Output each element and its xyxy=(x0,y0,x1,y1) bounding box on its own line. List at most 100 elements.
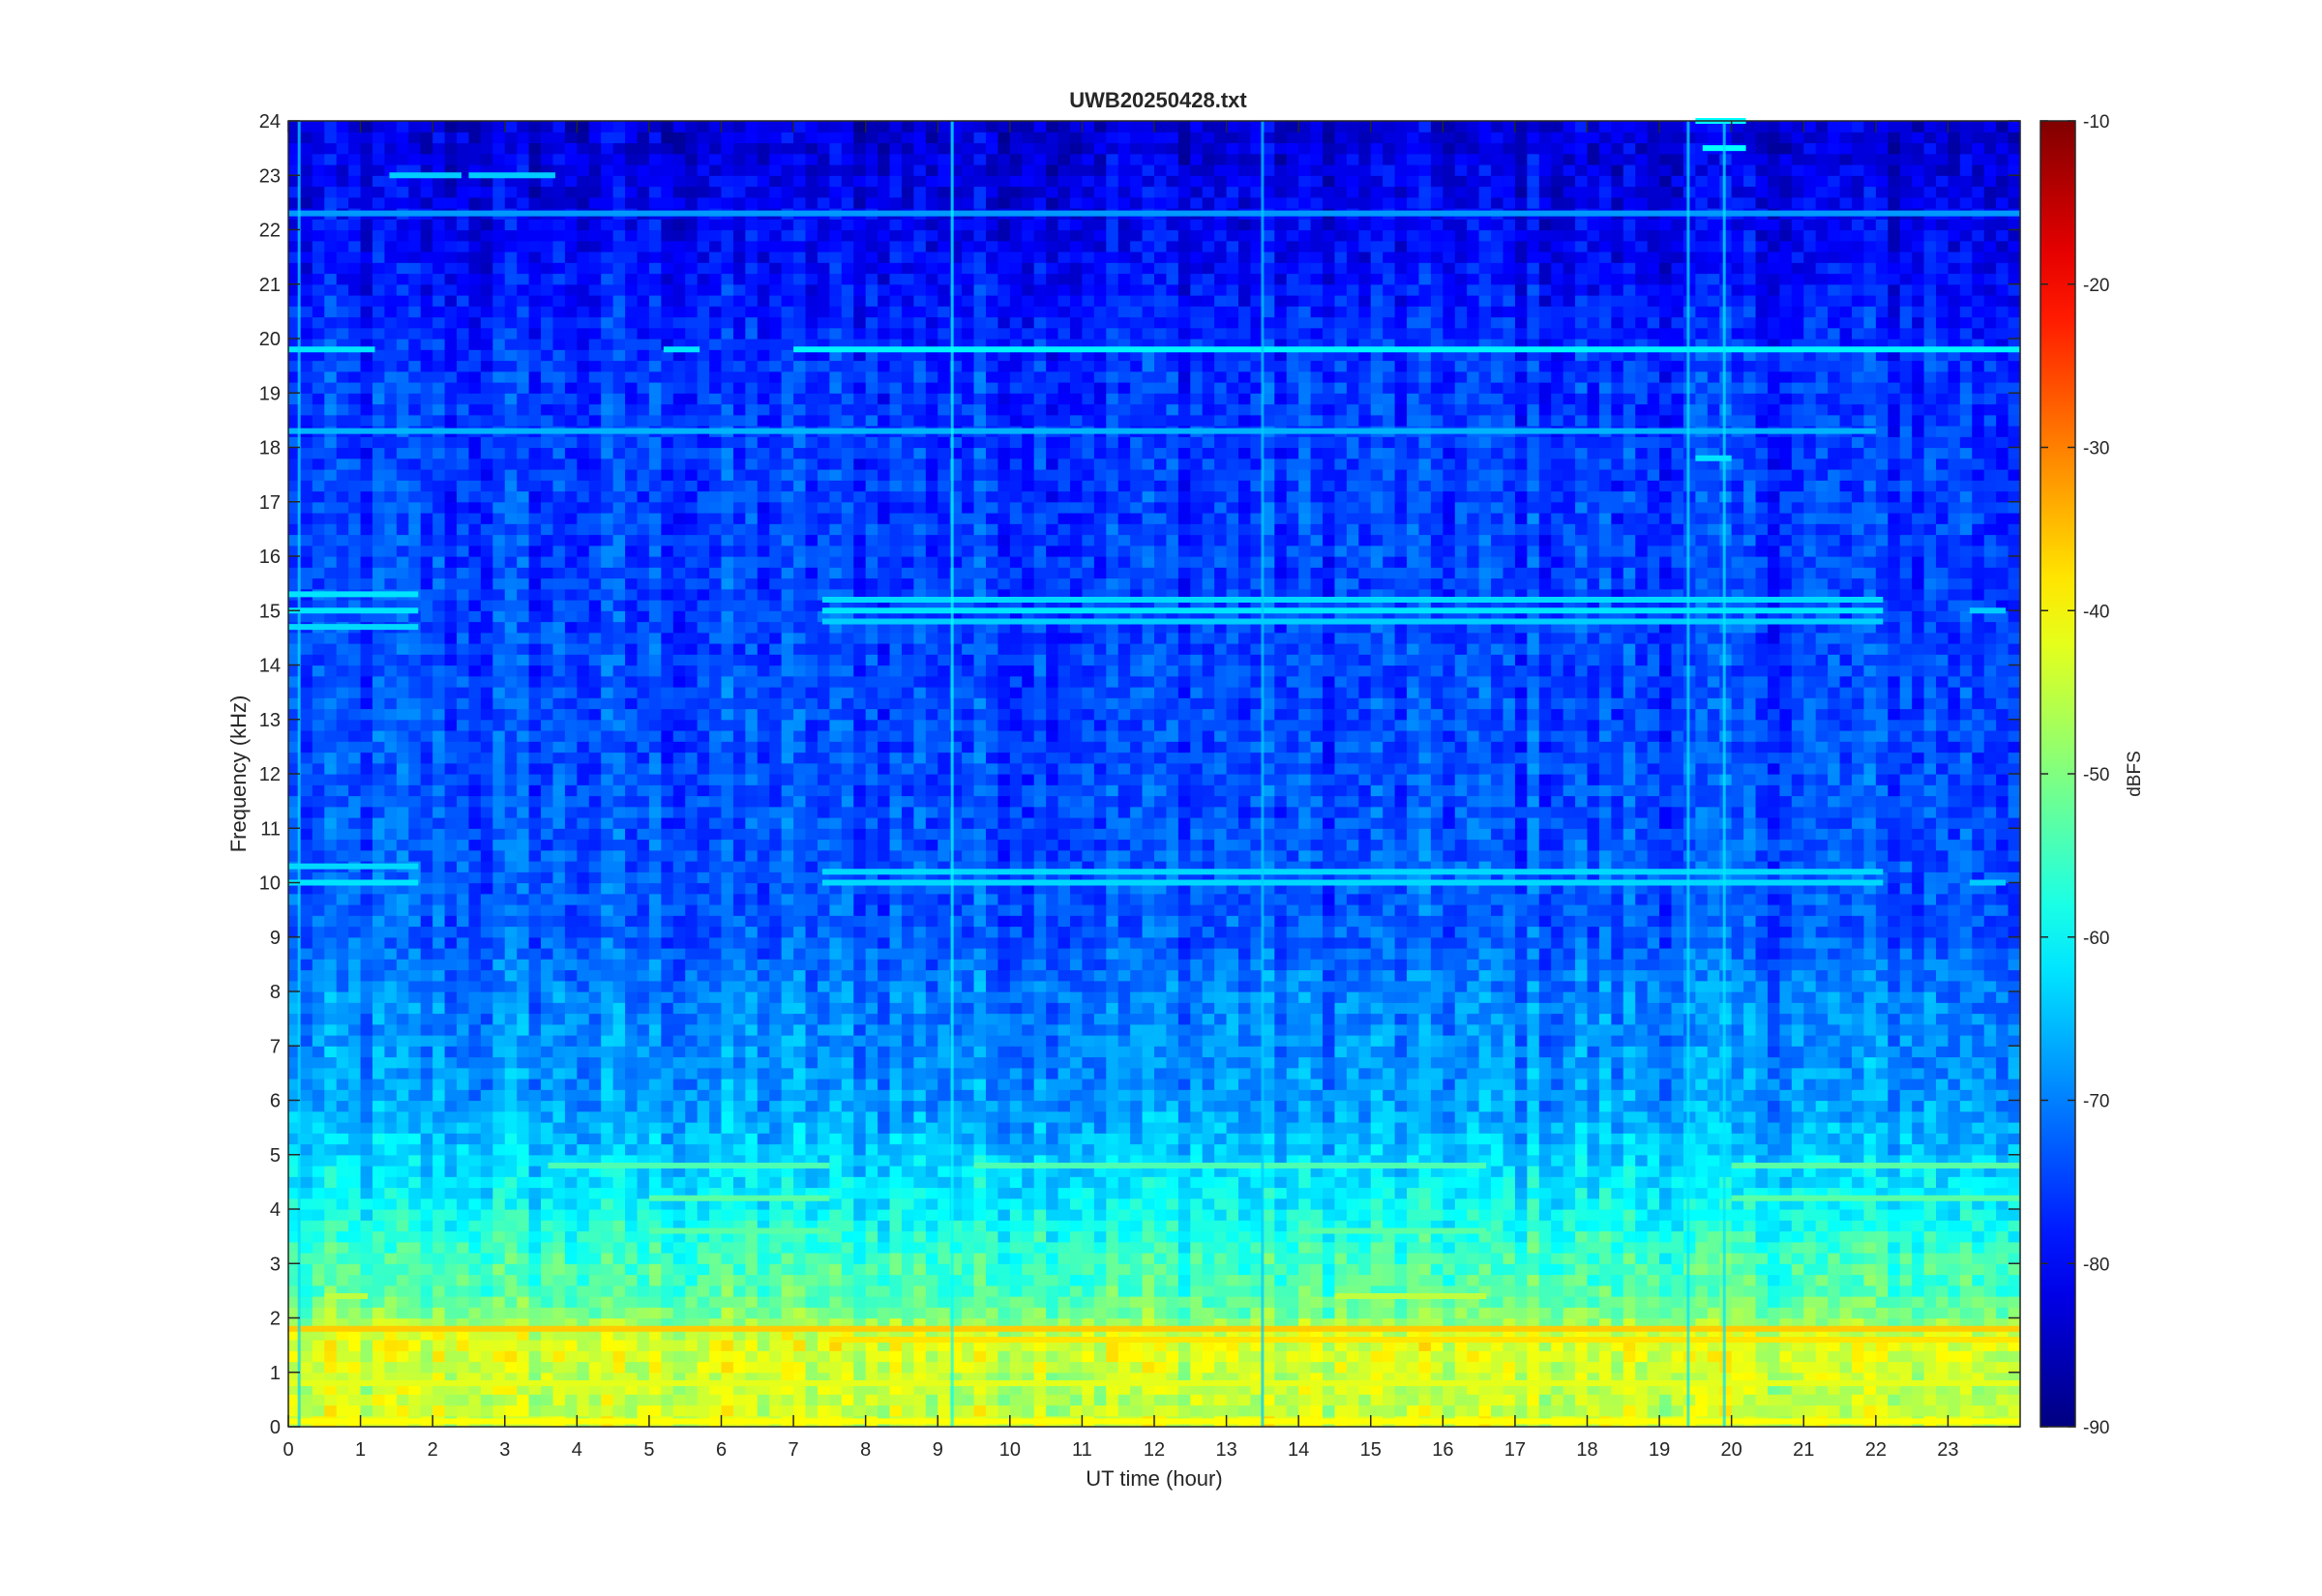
spectrogram-cell xyxy=(1226,1056,1239,1069)
spectrogram-cell xyxy=(577,1110,590,1123)
spectrogram-cell xyxy=(1682,1263,1696,1276)
spectrogram-cell xyxy=(1611,1187,1624,1199)
spectrogram-cell xyxy=(1418,1340,1432,1351)
spectrogram-cell xyxy=(1659,1197,1673,1210)
spectrogram-cell xyxy=(288,1350,302,1363)
spectrogram-cell xyxy=(672,1253,686,1264)
spectrogram-cell xyxy=(300,1187,313,1199)
spectrogram-cell xyxy=(288,1187,302,1199)
spectrogram-cell xyxy=(312,1100,325,1112)
spectrogram-cell xyxy=(1069,1209,1084,1221)
spectrogram-cell xyxy=(432,1372,446,1384)
spectrogram-cell xyxy=(1177,1383,1191,1395)
spectrogram-cell xyxy=(962,1350,975,1363)
spectrogram-cell xyxy=(1190,1404,1204,1417)
spectrogram-cell xyxy=(1323,1197,1336,1210)
spectrogram-cell xyxy=(962,1209,975,1221)
spectrogram-cell xyxy=(1527,1176,1540,1189)
spectrogram-cell xyxy=(1286,1361,1299,1374)
spectrogram-cell xyxy=(1659,1317,1673,1330)
spectrogram-cell xyxy=(457,1317,470,1330)
spectrogram-cell xyxy=(1671,1154,1684,1167)
spectrogram-cell xyxy=(878,1197,891,1210)
spectrogram-cell xyxy=(1527,1361,1540,1374)
spectrogram-cell xyxy=(1226,1285,1239,1297)
spectrogram-cell xyxy=(541,1350,554,1363)
spectrogram-cell xyxy=(1454,1372,1468,1384)
spectrogram-cell xyxy=(312,1166,325,1177)
spectrogram-cell xyxy=(288,1089,302,1102)
spectrogram-cell xyxy=(1069,1187,1084,1199)
spectrogram-cell xyxy=(2008,1241,2021,1254)
spectrogram-cell xyxy=(1238,1274,1252,1286)
spectrogram-cell xyxy=(348,1317,362,1330)
spectrogram-cell xyxy=(1202,1263,1215,1276)
spectrogram-cell xyxy=(865,1241,878,1254)
spectrogram-cell xyxy=(1310,1079,1324,1090)
spectrogram-cell xyxy=(1912,1241,1925,1254)
spectrogram-cell xyxy=(672,1143,686,1156)
spectrogram-cell xyxy=(997,1089,1011,1102)
spectrogram-cell xyxy=(1538,1307,1552,1319)
spectrogram-cell xyxy=(997,1317,1011,1330)
spectrogram-cell xyxy=(1443,1263,1456,1276)
spectrogram-cell xyxy=(925,1285,938,1297)
spectrogram-cell xyxy=(300,1394,313,1406)
spectrogram-cell xyxy=(552,1209,566,1221)
spectrogram-cell xyxy=(396,1110,409,1123)
spectrogram-cell xyxy=(1948,1317,1961,1330)
spectrogram-cell xyxy=(1430,1176,1444,1189)
spectrogram-cell xyxy=(1154,1361,1168,1374)
spectrogram-cell xyxy=(1467,1067,1480,1079)
spectrogram-cell xyxy=(1659,1100,1673,1112)
spectrogram-cell xyxy=(432,1220,446,1232)
spectrogram-cell xyxy=(732,1166,746,1177)
spectrogram-cell xyxy=(997,1122,1011,1134)
spectrogram-cell xyxy=(625,1197,639,1210)
spectrogram-cell xyxy=(1912,1056,1925,1069)
spectrogram-cell xyxy=(1117,1317,1131,1330)
spectrogram-cell xyxy=(348,1079,362,1090)
spectrogram-cell xyxy=(1190,1067,1204,1079)
spectrogram-cell xyxy=(1779,1296,1793,1308)
spectrogram-cell xyxy=(1671,1143,1684,1156)
spectrogram-cell xyxy=(1959,1230,1973,1243)
spectrogram-cell xyxy=(769,1253,783,1264)
spectrogram-cell xyxy=(1370,1079,1384,1090)
spectrogram-cell xyxy=(913,1067,927,1079)
spectrogram-cell xyxy=(492,1241,506,1254)
spectrogram-cell xyxy=(1046,1404,1059,1417)
spectrogram-cell xyxy=(1731,1361,1744,1374)
spectrogram-cell xyxy=(1407,1067,1420,1079)
spectrogram-cell xyxy=(552,1361,566,1374)
spectrogram-cell xyxy=(1106,1317,1119,1330)
spectrogram-cell xyxy=(1996,1274,2009,1286)
spectrogram-cell xyxy=(1635,1253,1649,1264)
spectrogram-cell xyxy=(492,1143,506,1156)
spectrogram-cell xyxy=(1022,1046,1035,1058)
spectrogram-cell xyxy=(384,1197,398,1210)
spectrogram-cell xyxy=(1839,1241,1853,1254)
spectrogram-cell xyxy=(1346,1079,1359,1090)
spectrogram-cell xyxy=(853,1394,867,1406)
spectrogram-cell xyxy=(878,1089,891,1102)
spectrogram-cell xyxy=(564,1350,578,1363)
spectrogram-cell xyxy=(1598,1230,1612,1243)
spectrogram-cell xyxy=(1587,1404,1600,1417)
spectrogram-cell xyxy=(829,1317,843,1330)
spectrogram-cell xyxy=(672,1197,686,1210)
spectrogram-cell xyxy=(1538,1317,1552,1330)
spectrogram-cell xyxy=(1948,1361,1961,1374)
spectrogram-cell xyxy=(661,1350,674,1363)
spectrogram-cell xyxy=(1598,1089,1612,1102)
spectrogram-cell xyxy=(420,1110,433,1123)
spectrogram-cell xyxy=(1935,1350,1950,1363)
spectrogram-cell xyxy=(648,1383,662,1395)
spectrogram-cell xyxy=(384,1143,398,1156)
spectrogram-cell xyxy=(889,1209,903,1221)
spectrogram-cell xyxy=(1611,1133,1624,1145)
spectrogram-cell xyxy=(938,1328,951,1341)
spectrogram-cell xyxy=(1358,1383,1372,1395)
spectrogram-cell xyxy=(1815,1079,1829,1090)
spectrogram-cell xyxy=(757,1176,770,1189)
